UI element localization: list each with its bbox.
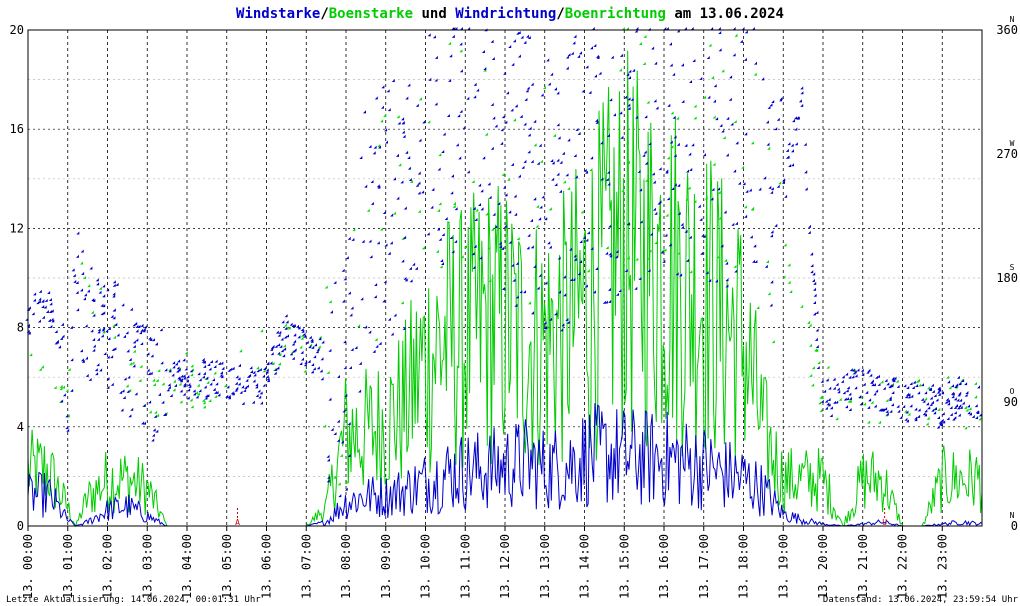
x-tick-label: 13. 13:00 — [538, 534, 552, 599]
grid — [28, 30, 982, 526]
x-tick-label: 13. 00:00 — [21, 534, 35, 599]
y2-tick-label: 90 — [1004, 395, 1018, 409]
title-part-6: Boenrichtung — [565, 6, 666, 22]
y2-tick-label: 360 — [996, 23, 1018, 37]
x-tick-label: 13. 05:00 — [220, 534, 234, 599]
y-tick-label: 20 — [10, 23, 24, 37]
x-tick-label: 13. 02:00 — [101, 534, 115, 599]
title-part-2: Boenstarke — [329, 6, 413, 22]
sun-marker-label: U — [882, 518, 887, 527]
axes: 13. 00:00 13. 01:00 13. 02:00 13. 03:00 13. … — [10, 15, 1018, 599]
x-tick-label: 13. 03:00 — [140, 534, 154, 599]
compass-label: O — [1010, 387, 1015, 396]
x-tick-label: 13. 14:00 — [578, 534, 592, 599]
data-series — [25, 27, 983, 528]
compass-label: N — [1010, 511, 1015, 520]
y-tick-label: 16 — [10, 122, 24, 136]
x-tick-label: 13. 06:00 — [260, 534, 274, 599]
x-tick-label: 13. 15:00 — [617, 534, 631, 599]
footer-data-status: Datenstand: 13.06.2024, 23:59:54 Uhr — [823, 595, 1019, 605]
y2-tick-label: 270 — [996, 147, 1018, 161]
footer-last-update: Letzte Aktualisierung: 14.06.2024, 00:01… — [6, 595, 261, 605]
title-part-4: Windrichtung — [455, 6, 556, 22]
x-tick-label: 13. 01:00 — [61, 534, 75, 599]
x-tick-label: 13. 12:00 — [498, 534, 512, 599]
y-tick-label: 4 — [17, 420, 24, 434]
x-tick-label: 13. 09:00 — [379, 534, 393, 599]
chart-title: Windstarke/Boenstarke und Windrichtung/B… — [236, 6, 784, 22]
title-part-0: Windstarke — [236, 6, 320, 22]
x-tick-label: 13. 08:00 — [339, 534, 353, 599]
x-tick-label: 13. 21:00 — [856, 534, 870, 599]
compass-label: N — [1010, 15, 1015, 24]
compass-label: W — [1010, 139, 1015, 148]
y-tick-label: 12 — [10, 221, 24, 235]
x-tick-label: 13. 11:00 — [458, 534, 472, 599]
title-part-5: / — [556, 6, 564, 22]
y2-tick-label: 0 — [1011, 519, 1018, 533]
x-tick-label: 13. 20:00 — [816, 534, 830, 599]
y-tick-label: 8 — [17, 321, 24, 335]
y-tick-label: 0 — [17, 519, 24, 533]
compass-label: S — [1010, 263, 1015, 272]
title-part-7: am 13.06.2024 — [666, 6, 784, 22]
title-part-1: / — [320, 6, 328, 22]
x-tick-label: 13. 23:00 — [935, 534, 949, 599]
x-tick-label: 13. 10:00 — [419, 534, 433, 599]
title-part-3: und — [413, 6, 455, 22]
x-tick-label: 13. 16:00 — [657, 534, 671, 599]
x-tick-label: 13. 18:00 — [737, 534, 751, 599]
x-tick-label: 13. 19:00 — [776, 534, 790, 599]
y2-tick-label: 180 — [996, 271, 1018, 285]
sun-marker-label: A — [235, 518, 240, 527]
x-tick-label: 13. 17:00 — [697, 534, 711, 599]
x-tick-label: 13. 22:00 — [896, 534, 910, 599]
x-tick-label: 13. 07:00 — [299, 534, 313, 599]
x-tick-label: 13. 04:00 — [180, 534, 194, 599]
